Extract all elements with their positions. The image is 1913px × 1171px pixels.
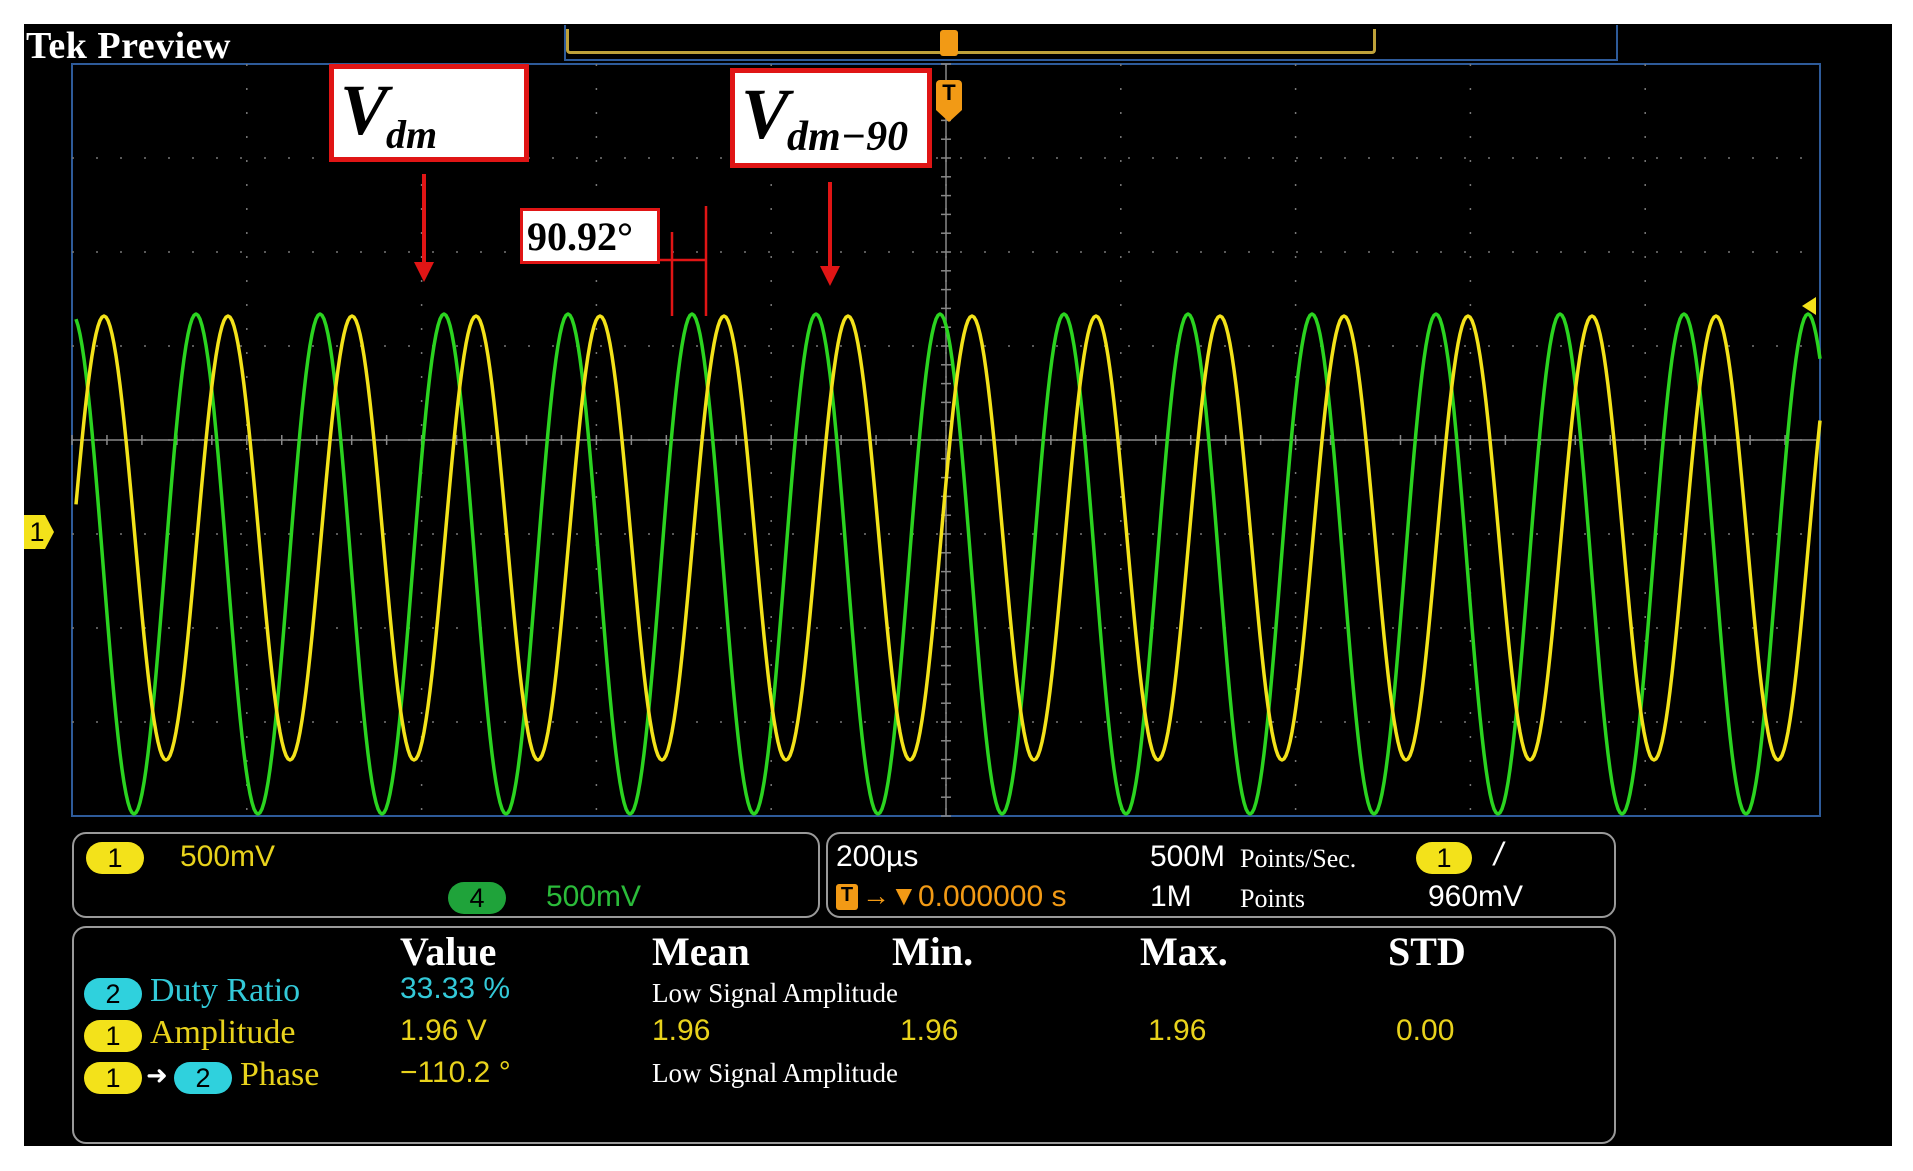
row-duty-value: 33.33 % <box>400 972 511 1005</box>
trigger-delay-icon: T <box>836 884 858 910</box>
trigger-delay-value[interactable]: 0.000000 s <box>918 880 1067 913</box>
vdm-arrow-head <box>414 262 434 282</box>
rising-edge-icon: / <box>1494 836 1503 872</box>
vdm-annotation-box: V dm <box>329 64 529 162</box>
measurements-panel[interactable]: Value Mean Min. Max. STD 2 Duty Ratio 33… <box>72 926 1616 1144</box>
channel-1-waveform <box>74 314 1822 762</box>
channel-4-waveform <box>74 312 1822 816</box>
row-phase-badge-1[interactable]: 1 <box>84 1062 142 1094</box>
trigger-channel-badge[interactable]: 1 <box>1416 842 1472 874</box>
row-amplitude-name[interactable]: Amplitude <box>150 1014 296 1051</box>
header-min: Min. <box>892 929 974 974</box>
row-duty-mean: Low Signal Amplitude <box>652 978 898 1008</box>
row-amplitude-mean: 1.96 <box>652 1014 711 1047</box>
trigger-marker-top <box>940 30 958 56</box>
row-duty-badge[interactable]: 2 <box>84 978 142 1010</box>
vdm90-annotation-box: V dm−90 <box>730 68 932 168</box>
row-duty-name[interactable]: Duty Ratio <box>150 972 301 1009</box>
row-phase-badge-2[interactable]: 2 <box>174 1062 232 1094</box>
channel-1-badge[interactable]: 1 <box>86 842 144 874</box>
row-phase-name[interactable]: Phase <box>240 1056 320 1093</box>
header-std: STD <box>1388 929 1466 974</box>
trigger-position-tip <box>936 110 962 122</box>
row-amplitude-value: 1.96 V <box>400 1014 487 1047</box>
header-value: Value <box>400 929 497 974</box>
channel-4-badge[interactable]: 4 <box>448 882 506 914</box>
header-mean: Mean <box>652 929 750 974</box>
row-amplitude-max: 1.96 <box>1148 1014 1207 1047</box>
window-title: Tek Preview <box>26 25 231 67</box>
channel-1-scale[interactable]: 500mV <box>180 840 276 873</box>
channel-4-scale[interactable]: 500mV <box>546 880 642 913</box>
vdm-sub-text: dm <box>386 112 438 157</box>
trigger-delay-icon-label: T <box>840 884 854 906</box>
sample-rate-unit: Points/Sec. <box>1240 844 1357 873</box>
record-window[interactable] <box>566 29 1376 54</box>
waveform-graticule[interactable] <box>24 24 1892 1146</box>
row-amplitude-std: 0.00 <box>1396 1014 1455 1047</box>
timebase-panel[interactable]: 200µs T →▼ 0.000000 s 500M Points/Sec. 1… <box>826 832 1616 918</box>
time-per-division[interactable]: 200µs <box>836 840 919 873</box>
vdm-main-text: V <box>340 70 389 150</box>
phase-angle-text: 90.92° <box>527 214 633 259</box>
arrow-right-icon: →▼ <box>862 880 918 911</box>
record-view-bar[interactable] <box>564 25 1618 61</box>
channel-scale-panel[interactable]: 1 500mV 4 500mV <box>72 832 820 918</box>
vdm90-sub-text: dm−90 <box>787 114 909 160</box>
row-phase-mean: Low Signal Amplitude <box>652 1058 898 1088</box>
record-length-unit: Points <box>1240 884 1306 913</box>
row-amplitude-min: 1.96 <box>900 1014 959 1047</box>
row-phase-value: −110.2 ° <box>400 1056 511 1089</box>
header-max: Max. <box>1140 929 1228 974</box>
arrow-right-icon: ➜ <box>146 1060 168 1090</box>
phase-angle-annotation: 90.92° <box>520 208 660 264</box>
trigger-level-value[interactable]: 960mV <box>1428 880 1524 913</box>
ground-marker-label: 1 <box>29 517 45 547</box>
trigger-position-marker[interactable]: T <box>936 80 962 110</box>
record-length-value: 1M <box>1150 880 1192 913</box>
trigger-marker-label: T <box>942 80 956 105</box>
trigger-level-marker[interactable] <box>1802 297 1816 315</box>
vdm90-arrow-head <box>820 266 840 286</box>
sample-rate-value: 500M <box>1150 840 1226 873</box>
vdm90-main-text: V <box>741 74 790 154</box>
row-amplitude-badge[interactable]: 1 <box>84 1020 142 1052</box>
oscilloscope-screen: Tek Preview T 1 V dm V dm−90 90.92° 1 50… <box>24 24 1892 1146</box>
